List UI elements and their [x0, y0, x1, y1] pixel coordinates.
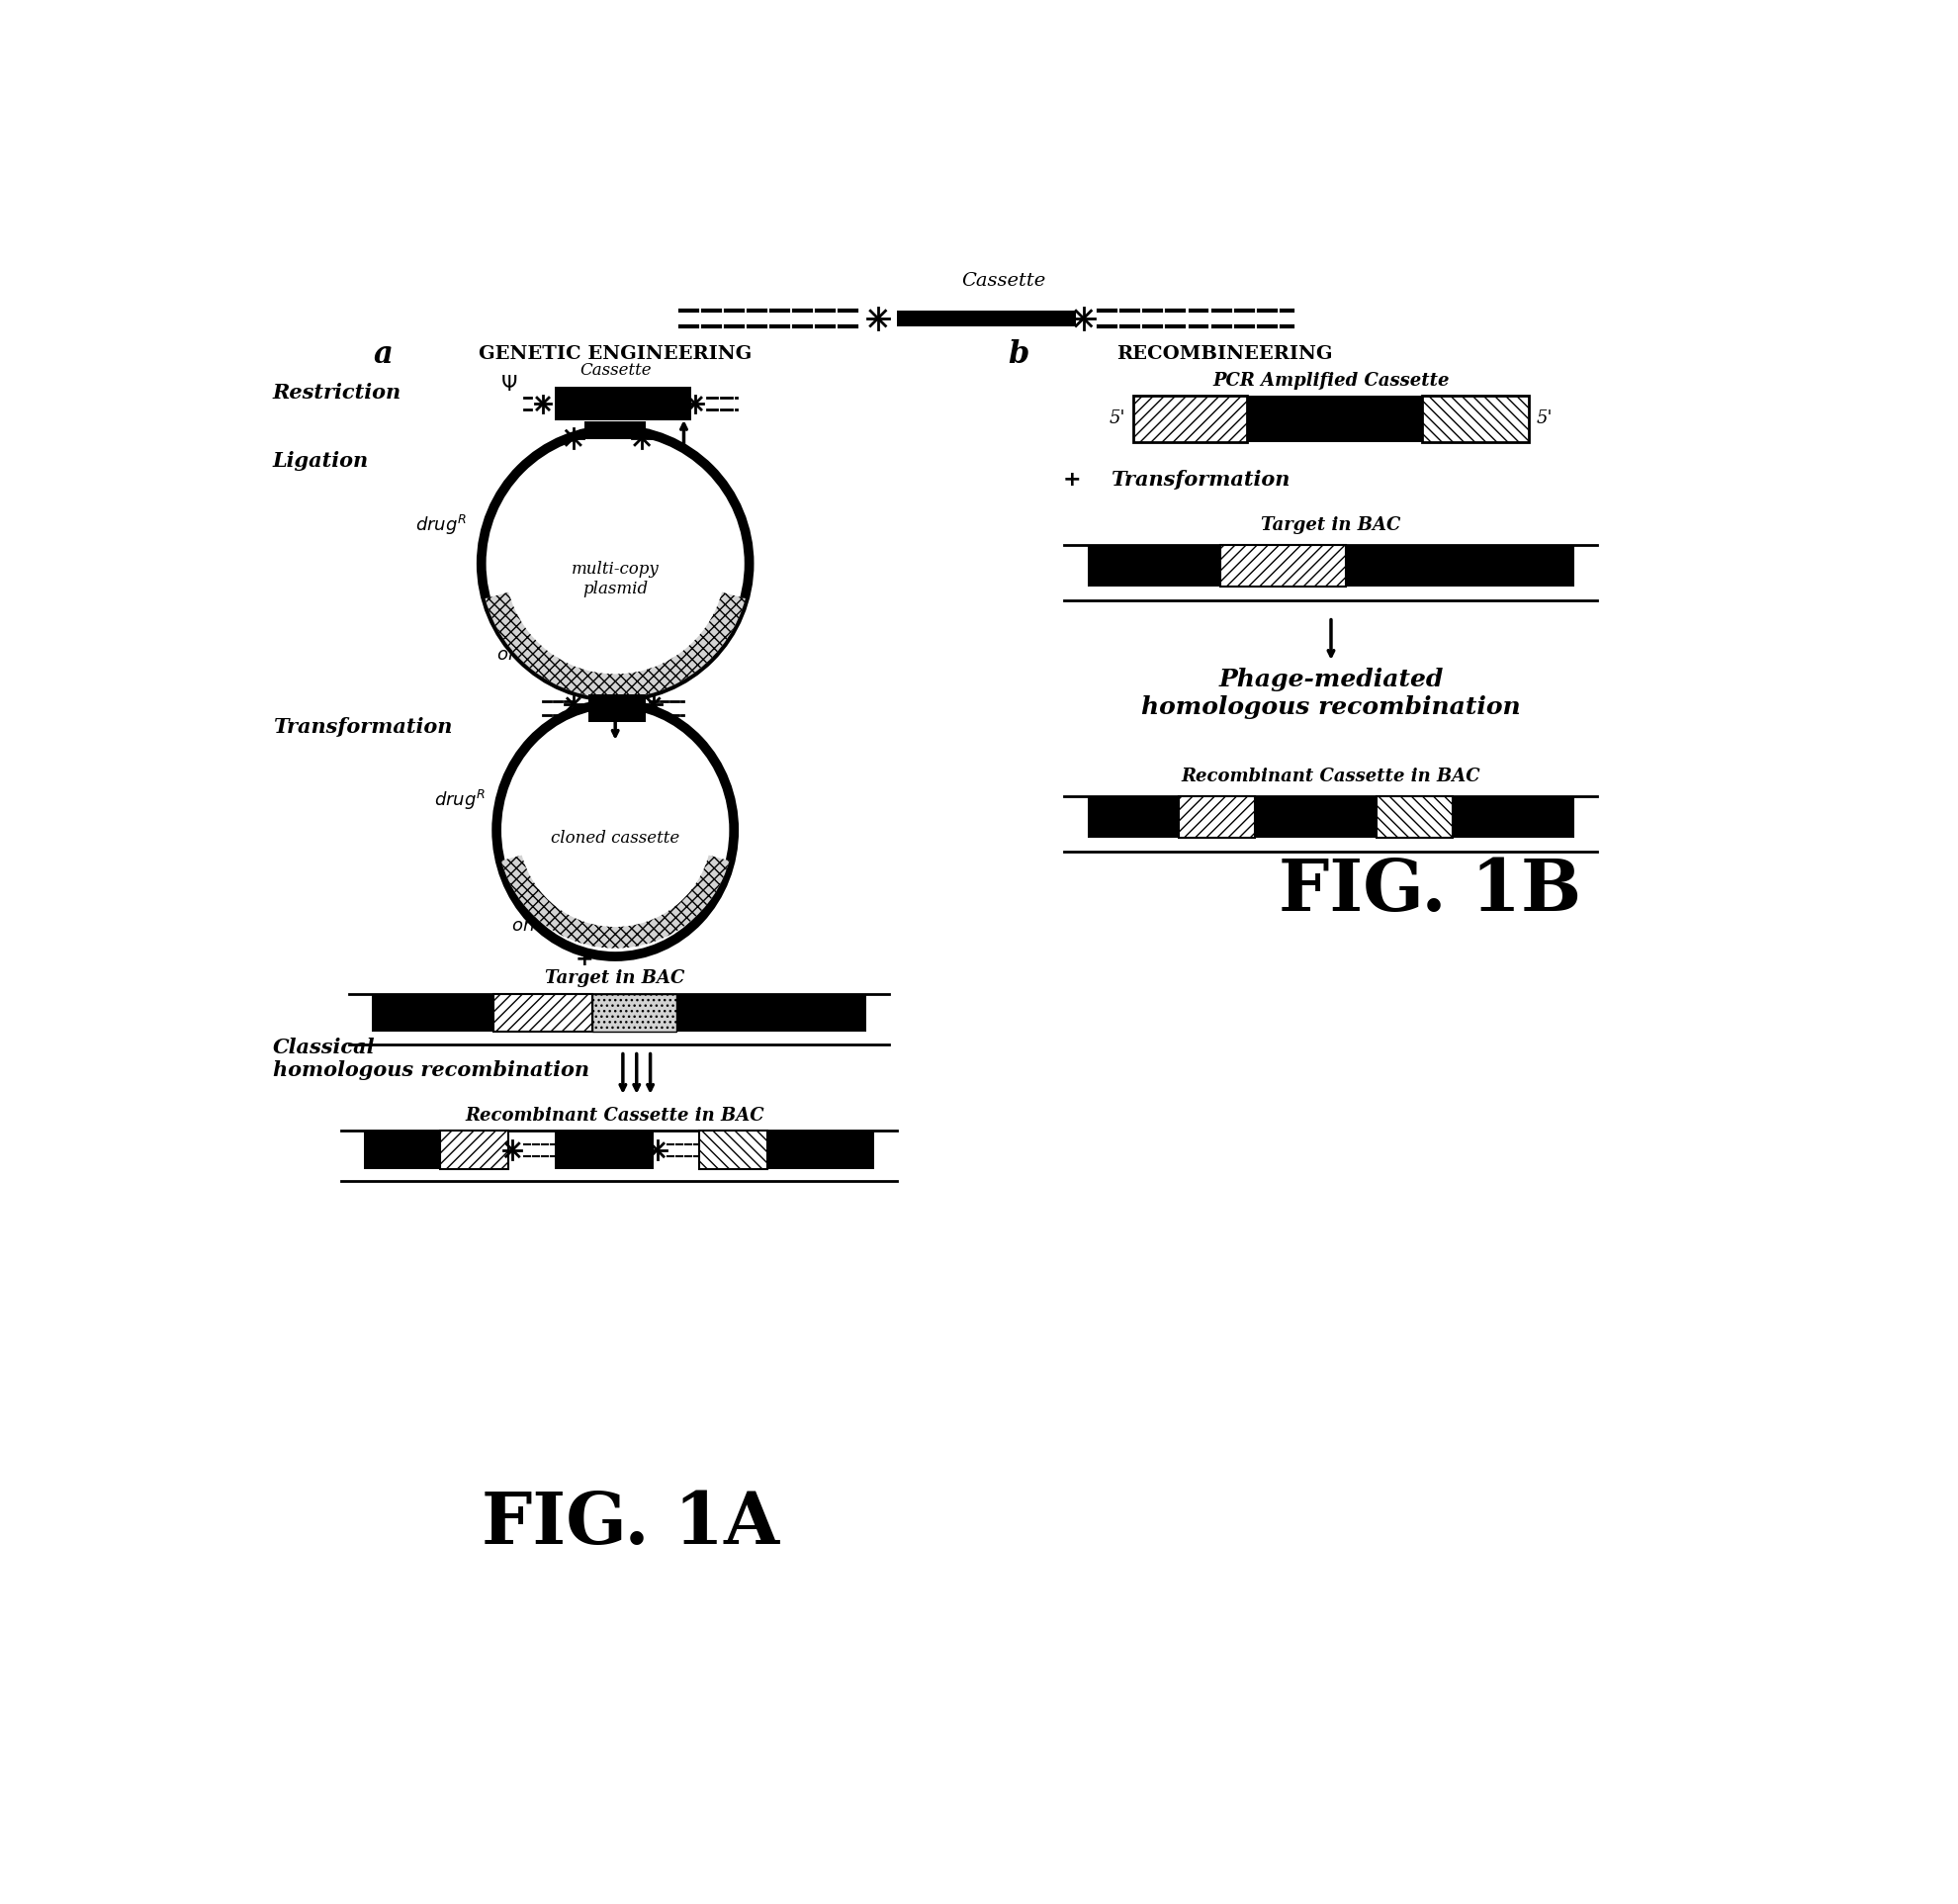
Text: Restriction: Restriction — [272, 383, 401, 402]
Text: Cassette: Cassette — [961, 272, 1046, 289]
Text: Phage-mediated
homologous recombination: Phage-mediated homologous recombination — [1142, 668, 1519, 718]
Text: Target in BAC: Target in BAC — [544, 969, 685, 988]
Text: multi-copy
plasmid: multi-copy plasmid — [572, 560, 658, 598]
Bar — [554, 387, 691, 421]
Bar — [1087, 796, 1179, 838]
Bar — [1179, 796, 1255, 838]
Text: b: b — [1008, 339, 1028, 369]
Bar — [1345, 545, 1574, 586]
Bar — [364, 1131, 441, 1169]
Text: 5': 5' — [1108, 409, 1124, 428]
Bar — [591, 994, 676, 1032]
Text: RECOMBINEERING: RECOMBINEERING — [1116, 345, 1331, 364]
Text: +: + — [576, 950, 593, 969]
Bar — [1376, 796, 1453, 838]
Bar — [1422, 396, 1529, 442]
Text: +: + — [576, 434, 593, 453]
Bar — [1255, 796, 1376, 838]
Text: Ligation: Ligation — [272, 451, 368, 470]
Text: Recombinant Cassette in BAC: Recombinant Cassette in BAC — [1181, 767, 1480, 786]
Wedge shape — [501, 855, 728, 948]
Text: a: a — [374, 339, 394, 369]
Text: PCR Amplified Cassette: PCR Amplified Cassette — [1212, 371, 1449, 390]
Bar — [587, 695, 646, 722]
Text: 5': 5' — [1535, 409, 1553, 428]
Text: Target in BAC: Target in BAC — [1261, 516, 1400, 535]
Ellipse shape — [497, 704, 732, 956]
Text: $ori$: $ori$ — [495, 645, 521, 664]
Bar — [585, 421, 646, 440]
Text: $ori$: $ori$ — [511, 916, 536, 935]
Text: $\Psi$: $\Psi$ — [499, 375, 517, 394]
Ellipse shape — [497, 704, 732, 956]
Text: $drug^R$: $drug^R$ — [435, 788, 486, 811]
Text: +: + — [1063, 470, 1081, 489]
Wedge shape — [486, 592, 746, 699]
Text: $drug^R$: $drug^R$ — [415, 514, 466, 537]
Bar — [372, 994, 493, 1032]
Circle shape — [482, 430, 748, 697]
Text: FIG. 1A: FIG. 1A — [482, 1489, 779, 1557]
Text: GENETIC ENGINEERING: GENETIC ENGINEERING — [478, 345, 752, 364]
Bar — [1087, 545, 1220, 586]
Text: Cassette: Cassette — [580, 362, 650, 379]
Text: FIG. 1B: FIG. 1B — [1279, 857, 1580, 925]
Bar — [1247, 396, 1422, 442]
Text: Recombinant Cassette in BAC: Recombinant Cassette in BAC — [466, 1106, 764, 1125]
Bar — [897, 310, 1075, 326]
Bar — [699, 1131, 768, 1169]
Bar — [1453, 796, 1574, 838]
Circle shape — [482, 430, 748, 697]
Bar — [1132, 396, 1247, 442]
Text: Classical
homologous recombination: Classical homologous recombination — [272, 1038, 589, 1080]
Text: cloned cassette: cloned cassette — [550, 830, 679, 845]
Bar — [441, 1131, 509, 1169]
Text: Transformation: Transformation — [272, 718, 452, 737]
Bar — [1220, 545, 1345, 586]
Bar — [768, 1131, 873, 1169]
Text: Transformation: Transformation — [1110, 470, 1288, 489]
Bar — [493, 994, 591, 1032]
Bar — [554, 1131, 654, 1169]
Bar — [676, 994, 865, 1032]
